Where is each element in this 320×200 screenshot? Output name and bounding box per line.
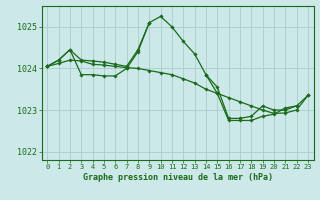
X-axis label: Graphe pression niveau de la mer (hPa): Graphe pression niveau de la mer (hPa) <box>83 173 273 182</box>
